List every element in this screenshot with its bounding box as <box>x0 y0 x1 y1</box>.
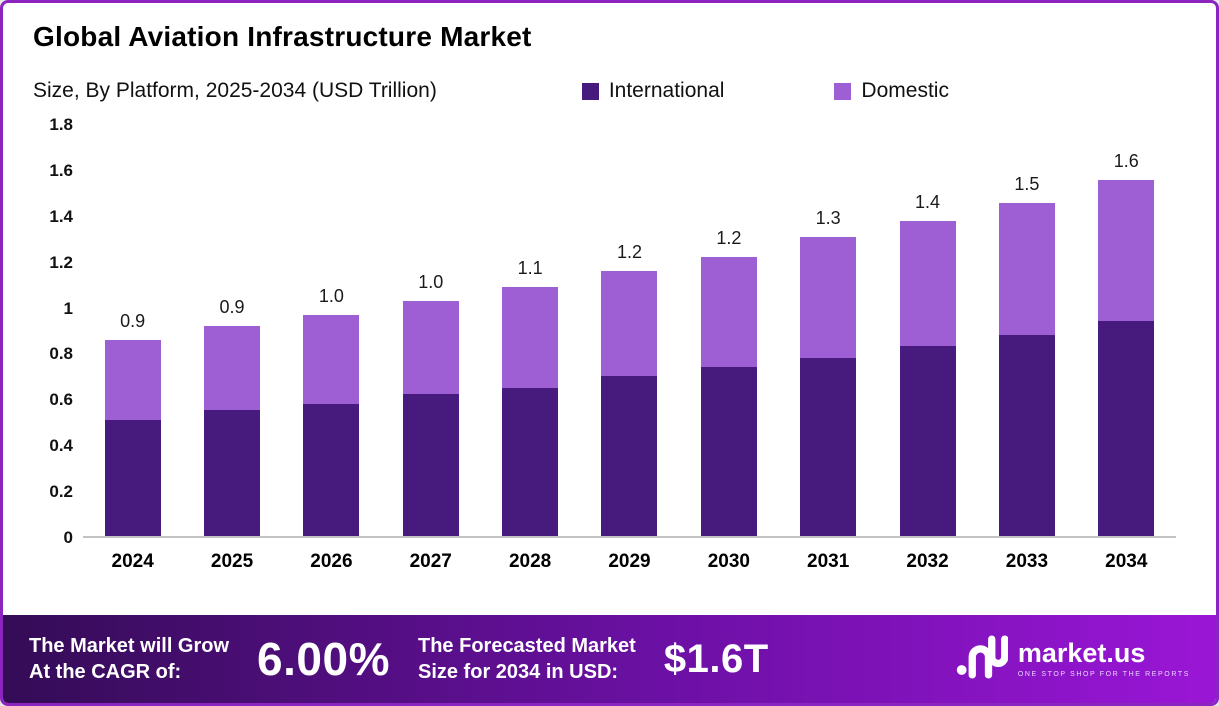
bar-total-label: 1.0 <box>318 285 344 306</box>
y-axis: 0 0.2 0.4 0.6 0.8 1 1.2 1.4 1.6 1.8 <box>25 115 83 547</box>
bar-segment-international <box>998 335 1055 536</box>
bar-group: 1.1 <box>480 125 579 536</box>
bar-segment-domestic <box>998 202 1055 336</box>
y-tick-label: 1.6 <box>49 160 73 180</box>
brand-logo: market.us ONE STOP SHOP FOR THE REPORTS <box>956 634 1190 684</box>
y-tick-label: 0.2 <box>49 482 73 502</box>
bar-segment-domestic <box>402 300 459 395</box>
cagr-label-line1: The Market will Grow <box>29 635 230 657</box>
bar-segment-domestic <box>303 314 360 404</box>
bar-group: 0.9 <box>182 125 281 536</box>
x-tick-label: 2033 <box>1005 551 1049 572</box>
x-tick-label: 2029 <box>608 551 651 572</box>
legend-item-domestic: Domestic <box>834 79 949 103</box>
legend-swatch-icon <box>834 82 852 100</box>
forecast-label: The Forecasted Market Size for 2034 in U… <box>418 633 636 685</box>
bar-segment-international <box>601 376 658 536</box>
x-tick-label: 2025 <box>210 551 254 572</box>
bar-segment-international <box>303 403 360 536</box>
bar-total-label: 1.4 <box>915 191 941 212</box>
bar-segment-domestic <box>700 257 757 368</box>
x-tick-label: 2032 <box>906 551 949 572</box>
bar-segment-international <box>1098 321 1155 536</box>
bar-total-label: 1.2 <box>716 228 742 249</box>
brand-text: market.us ONE STOP SHOP FOR THE REPORTS <box>1017 638 1190 679</box>
legend-item-international: International <box>581 79 725 103</box>
x-tick-label: 2031 <box>807 551 850 572</box>
forecast-label-line1: The Forecasted Market <box>417 635 636 657</box>
x-tick-label: 2026 <box>310 551 353 572</box>
chart-header: Global Aviation Infrastructure Market Si… <box>3 3 1216 103</box>
bar-total-label: 0.9 <box>219 296 245 317</box>
bar-segment-domestic <box>204 325 261 411</box>
bar-total-label: 1.6 <box>1113 150 1139 171</box>
x-tick-label: 2030 <box>707 551 750 572</box>
bar-segment-domestic <box>601 271 658 377</box>
brand-tagline: ONE STOP SHOP FOR THE REPORTS <box>1017 671 1190 678</box>
forecast-value: $1.6T <box>663 636 769 681</box>
bar-group: 1.0 <box>381 125 480 536</box>
y-tick-label: 1.4 <box>49 206 73 226</box>
y-tick-label: 0.6 <box>49 390 73 410</box>
bar-group: 0.9 <box>83 125 182 536</box>
y-tick-label: 1.8 <box>49 115 73 134</box>
bar-group: 1.2 <box>580 125 679 536</box>
x-tick-label: 2028 <box>508 551 552 572</box>
bar-segment-international <box>800 357 857 536</box>
bar-total-label: 1.3 <box>815 207 841 228</box>
chart-area: 0 0.2 0.4 0.6 0.8 1 1.2 1.4 1.6 1.8 0.9 0.9 1.0 1.0 1… <box>25 115 1176 586</box>
brand-logo-icon <box>956 634 1009 684</box>
legend: International Domestic <box>581 79 949 103</box>
x-tick-label: 2027 <box>409 551 452 572</box>
bar-total-label: 1.5 <box>1014 173 1040 194</box>
y-tick-label: 0.8 <box>49 344 73 364</box>
cagr-label-line2: At the CAGR of: <box>29 661 182 683</box>
bar-segment-domestic <box>104 339 161 420</box>
bar-segment-international <box>899 346 956 536</box>
y-tick-label: 1.2 <box>49 252 73 272</box>
subtitle-row: Size, By Platform, 2025-2034 (USD Trilli… <box>33 79 1186 103</box>
chart-title: Global Aviation Infrastructure Market <box>33 21 532 52</box>
cagr-label: The Market will Grow At the CAGR of: <box>29 633 229 685</box>
bar-segment-domestic <box>899 220 956 347</box>
legend-swatch-icon <box>581 82 599 100</box>
bar-group: 1.0 <box>282 125 381 536</box>
bar-segment-domestic <box>502 287 559 388</box>
bar-total-label: 1.0 <box>418 271 444 292</box>
bar-group: 1.6 <box>1077 125 1176 536</box>
bar-total-label: 1.1 <box>517 258 543 279</box>
footer-banner: The Market will Grow At the CAGR of: 6.0… <box>3 615 1216 703</box>
bar-segment-domestic <box>800 236 857 358</box>
bar-group: 1.5 <box>977 125 1076 536</box>
x-tick-label: 2034 <box>1105 551 1148 572</box>
chart-subtitle: Size, By Platform, 2025-2034 (USD Trilli… <box>33 79 437 102</box>
bar-segment-international <box>502 387 559 536</box>
bar-group: 1.3 <box>779 125 878 536</box>
y-tick-label: 0 <box>63 528 73 547</box>
bar-segment-international <box>204 410 261 536</box>
plot-column: 0.9 0.9 1.0 1.0 1.1 1.2 1.2 1.3 1.4 1.5 1.6 2024 20… <box>83 125 1176 586</box>
bar-segment-domestic <box>1098 179 1155 322</box>
y-tick-label: 0.4 <box>49 436 73 456</box>
cagr-value: 6.00% <box>257 633 390 685</box>
x-axis-row: 2024 2025 2026 2027 2028 2029 2030 2031 2032 2033… <box>83 538 1176 586</box>
y-tick-label: 1 <box>63 298 73 318</box>
x-tick-label: 2024 <box>111 551 154 572</box>
legend-label: International <box>608 79 725 102</box>
bar-group: 1.2 <box>679 125 778 536</box>
bar-group: 1.4 <box>878 125 977 536</box>
bar-segment-international <box>104 419 161 536</box>
bar-segment-international <box>700 367 757 536</box>
plot-area: 0.9 0.9 1.0 1.0 1.1 1.2 1.2 1.3 1.4 1.5 1.6 <box>83 125 1176 538</box>
brand-name: market.us <box>1017 638 1146 668</box>
bar-segment-international <box>402 394 459 536</box>
forecast-label-line2: Size for 2034 in USD: <box>417 661 619 683</box>
bar-total-label: 0.9 <box>120 310 146 331</box>
legend-label: Domestic <box>861 79 949 102</box>
bar-total-label: 1.2 <box>616 242 642 263</box>
